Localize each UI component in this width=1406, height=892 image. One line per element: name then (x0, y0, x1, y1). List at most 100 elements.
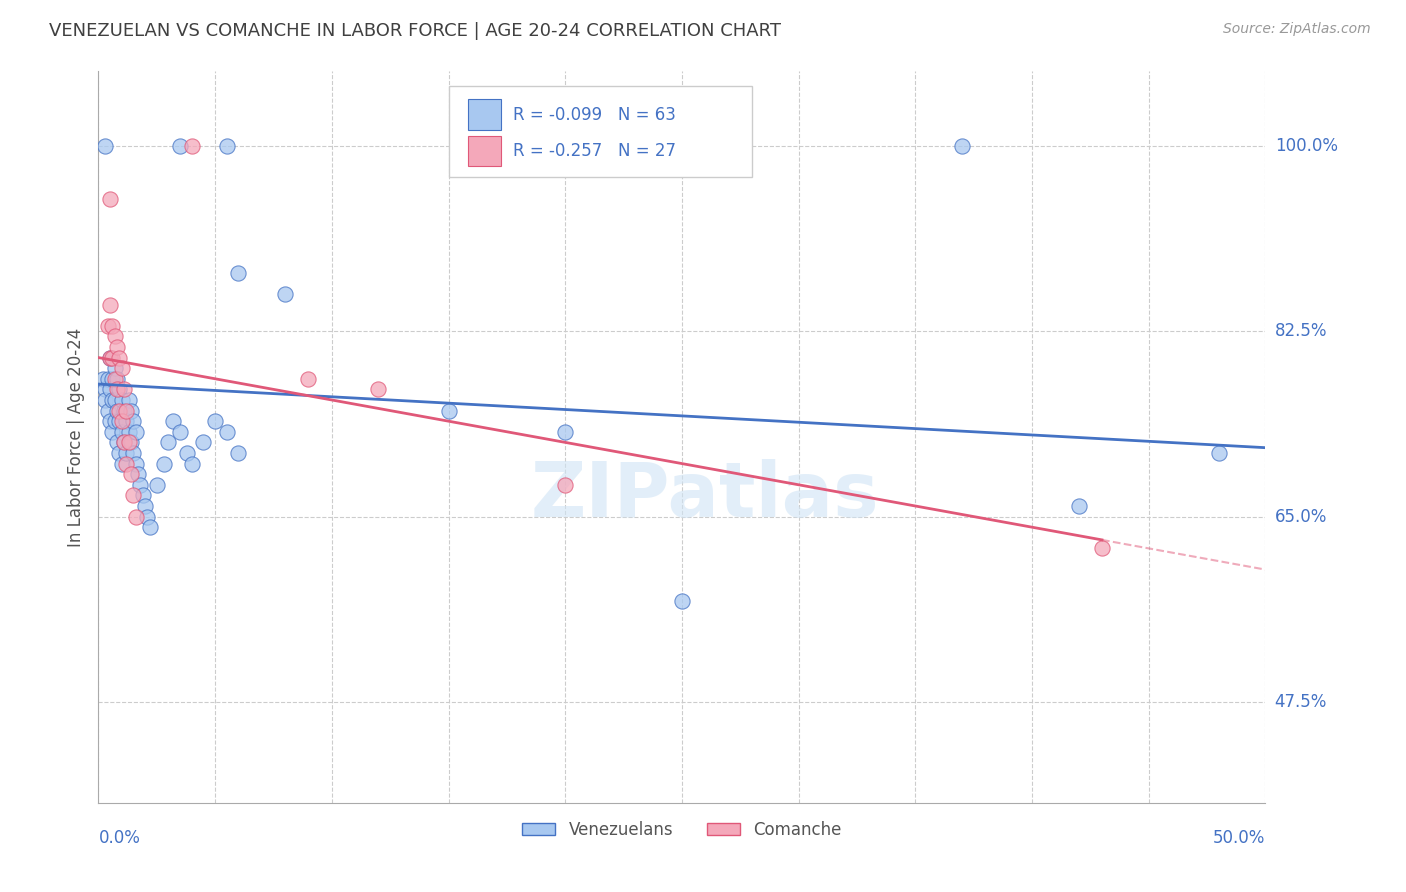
Point (127, 467, 149, 482)
Point (94, 383, 117, 397)
Point (105, 340, 128, 354)
Point (98, 383, 121, 397)
Point (162, 414, 184, 428)
Point (215, 138, 238, 153)
Text: R = -0.257   N = 27: R = -0.257 N = 27 (513, 142, 676, 160)
Point (101, 392, 124, 407)
Point (122, 488, 145, 502)
Point (180, 457, 202, 471)
Point (104, 329, 127, 343)
Point (554, 477, 576, 491)
Point (1067, 499, 1090, 513)
Point (120, 403, 142, 417)
Point (134, 499, 156, 513)
Point (146, 477, 169, 491)
Bar (468, 99, 501, 130)
Point (94, 392, 117, 407)
Point (554, 425, 576, 439)
Point (115, 414, 138, 428)
Point (112, 403, 135, 417)
Point (104, 414, 127, 428)
Point (118, 392, 141, 407)
Text: ZIPatlas: ZIPatlas (531, 458, 880, 533)
Point (180, 138, 202, 153)
Point (132, 488, 155, 502)
Point (1091, 541, 1114, 556)
Point (111, 414, 134, 428)
Point (274, 287, 297, 301)
Text: VENEZUELAN VS COMANCHE IN LABOR FORCE | AGE 20-24 CORRELATION CHART: VENEZUELAN VS COMANCHE IN LABOR FORCE | … (49, 22, 782, 40)
Point (108, 414, 131, 428)
Point (108, 383, 131, 397)
Text: Source: ZipAtlas.com: Source: ZipAtlas.com (1223, 22, 1371, 37)
Point (98, 297, 121, 311)
Point (120, 435, 142, 450)
Point (94, 138, 117, 153)
Point (101, 372, 124, 386)
Point (101, 351, 124, 365)
Point (105, 403, 128, 417)
Point (157, 435, 180, 450)
Point (215, 425, 238, 439)
Point (122, 414, 145, 428)
Point (169, 138, 191, 153)
Point (98, 351, 121, 365)
Point (108, 351, 131, 365)
Point (105, 383, 128, 397)
Y-axis label: In Labor Force | Age 20-24: In Labor Force | Age 20-24 (66, 327, 84, 547)
Point (176, 446, 198, 460)
Point (115, 457, 138, 471)
Bar (468, 136, 501, 167)
Point (950, 138, 973, 153)
Point (104, 361, 127, 376)
Point (125, 457, 148, 471)
Point (193, 435, 215, 450)
Point (125, 509, 148, 524)
Text: 0.0%: 0.0% (98, 830, 141, 847)
Point (112, 383, 135, 397)
Point (108, 446, 131, 460)
Point (97, 372, 120, 386)
Point (108, 403, 131, 417)
Point (112, 435, 135, 450)
Point (104, 372, 127, 386)
Point (97, 318, 120, 333)
Point (204, 414, 226, 428)
Text: R = -0.099   N = 63: R = -0.099 N = 63 (513, 105, 675, 123)
Point (118, 425, 141, 439)
Point (367, 383, 389, 397)
Point (98, 414, 121, 428)
Point (228, 266, 250, 280)
Point (101, 318, 124, 333)
Point (169, 425, 191, 439)
Point (111, 392, 134, 407)
Point (98, 351, 121, 365)
Text: 50.0%: 50.0% (1213, 830, 1265, 847)
Point (105, 372, 128, 386)
Point (297, 372, 319, 386)
Point (112, 435, 135, 450)
Point (111, 425, 134, 439)
Point (437, 403, 460, 417)
Text: 82.5%: 82.5% (1275, 322, 1327, 340)
Point (228, 446, 250, 460)
Text: 65.0%: 65.0% (1275, 508, 1327, 525)
Point (139, 520, 162, 534)
Point (120, 467, 142, 482)
Point (115, 403, 138, 417)
Point (91, 372, 114, 386)
Text: 100.0%: 100.0% (1275, 136, 1337, 154)
Point (136, 509, 159, 524)
Point (111, 361, 134, 376)
Point (122, 446, 145, 460)
Point (98, 192, 121, 206)
Point (125, 425, 148, 439)
Point (111, 457, 134, 471)
Point (104, 392, 127, 407)
Point (129, 477, 152, 491)
Point (118, 435, 141, 450)
Text: 47.5%: 47.5% (1275, 693, 1327, 711)
Point (671, 594, 693, 608)
Point (152, 457, 174, 471)
Point (115, 446, 138, 460)
